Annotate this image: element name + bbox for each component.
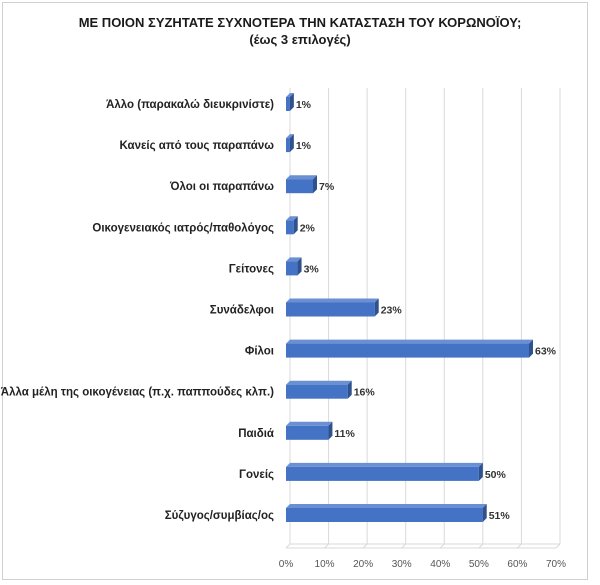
- category-label: Άλλο (παρακαλώ διευκρινίστε): [106, 99, 274, 111]
- gridline: [401, 543, 407, 549]
- data-label: 16%: [354, 387, 376, 399]
- bar-side: [482, 504, 487, 522]
- data-label: 2%: [300, 222, 316, 234]
- data-label: 1%: [296, 99, 312, 111]
- bar: [286, 220, 294, 235]
- bar-side: [289, 93, 294, 111]
- x-tick-label: 10%: [315, 559, 335, 570]
- x-tick-label: 0%: [279, 559, 294, 570]
- gridline: [439, 543, 445, 549]
- data-label: 11%: [334, 428, 355, 440]
- bar-side: [328, 421, 333, 440]
- x-tick-label: 70%: [546, 559, 566, 570]
- data-label: 50%: [485, 469, 507, 481]
- bar-side: [293, 216, 298, 235]
- bar-top: [286, 421, 333, 426]
- bar: [286, 261, 298, 276]
- gridline: [555, 543, 561, 549]
- category-label: Οικογενειακός ιατρός/παθολόγος: [92, 222, 274, 234]
- data-label: 1%: [296, 140, 312, 152]
- data-label: 23%: [381, 305, 403, 317]
- bar-top: [286, 257, 302, 262]
- bar: [286, 466, 479, 481]
- bar-top: [286, 175, 317, 180]
- gridline: [362, 543, 368, 549]
- category-label: Άλλα μέλη της οικογένειας (π.χ. παππούδε…: [1, 387, 274, 399]
- category-label: Γείτονες: [229, 263, 274, 275]
- category-label: Όλοι οι παραπάνω: [169, 181, 274, 193]
- bar: [286, 97, 290, 111]
- bar: [286, 179, 313, 194]
- gridline: [285, 543, 291, 549]
- bar-side: [528, 339, 533, 358]
- bar-top: [286, 504, 487, 508]
- bar-side: [297, 257, 302, 276]
- bar-top: [286, 134, 294, 139]
- bar-top: [286, 298, 379, 303]
- x-tick-label: 30%: [392, 559, 412, 570]
- gridline: [478, 543, 484, 549]
- bar-side: [347, 380, 352, 399]
- bar-side: [478, 462, 483, 481]
- gridline: [324, 543, 329, 549]
- bar-side: [312, 175, 317, 194]
- bar-top: [286, 93, 294, 97]
- bar: [286, 343, 529, 358]
- x-tick-label: 20%: [353, 559, 373, 570]
- category-label: Συνάδελφοι: [210, 305, 274, 317]
- chart-subtitle: (έως 3 επιλογές): [249, 32, 351, 47]
- gridline: [517, 543, 522, 549]
- bar-top: [286, 462, 483, 467]
- chart-title: ΜΕ ΠΟΙΟΝ ΣΥΖΗΤΑΤΕ ΣΥΧΝΟΤΕΡΑ ΤΗΝ ΚΑΤΑΣΤΑΣ…: [78, 15, 522, 30]
- bar-top: [286, 216, 298, 221]
- category-label: Φίλοι: [245, 346, 274, 358]
- x-tick-label: 60%: [507, 559, 527, 570]
- category-label: Γονείς: [239, 469, 274, 481]
- bar-side: [289, 134, 294, 153]
- data-label: 3%: [304, 263, 320, 275]
- category-label: Κανείς από τους παραπάνω: [119, 140, 274, 152]
- data-label: 51%: [489, 510, 511, 522]
- category-label: Σύζυγος/συμβίας/ος: [165, 510, 274, 522]
- chart-frame: [2, 2, 588, 580]
- x-tick-label: 50%: [469, 559, 489, 570]
- bar: [286, 138, 290, 153]
- bar-top: [286, 339, 533, 344]
- bar-side: [374, 298, 379, 317]
- data-label: 7%: [319, 181, 335, 193]
- bar: [286, 384, 348, 399]
- category-label: Παιδιά: [238, 428, 274, 440]
- bar: [286, 302, 375, 317]
- data-label: 63%: [535, 346, 557, 358]
- bar-top: [286, 380, 352, 385]
- x-tick-label: 40%: [430, 559, 450, 570]
- bar: [286, 508, 483, 522]
- bar: [286, 425, 329, 440]
